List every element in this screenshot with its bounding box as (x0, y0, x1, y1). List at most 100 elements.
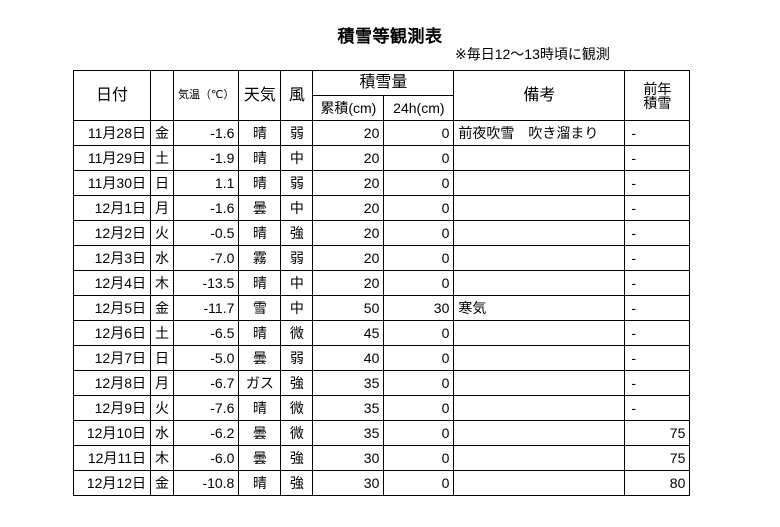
cell-date: 12月5日 (73, 295, 151, 321)
cell-snow-24h: 0 (383, 120, 455, 146)
cell-snow-24h: 30 (383, 295, 455, 321)
cell-temperature: -11.7 (172, 295, 240, 321)
cell-weather: 晴 (238, 395, 282, 421)
cell-snow-accumulated: 45 (312, 320, 385, 346)
cell-snow-accumulated: 20 (312, 245, 385, 271)
cell-day-of-week: 日 (150, 170, 174, 196)
cell-date: 12月2日 (73, 220, 151, 246)
cell-snow-24h: 0 (383, 420, 455, 446)
cell-previous-year-snow: - (624, 145, 691, 171)
table-row: 11月30日日 1.1 晴弱 20 0 - (73, 170, 691, 196)
table-row: 11月29日土 -1.9 晴中 20 0 - (73, 145, 691, 171)
cell-snow-24h: 0 (383, 220, 455, 246)
cell-temperature: -6.2 (172, 420, 240, 446)
cell-temperature: -6.7 (172, 370, 240, 396)
cell-temperature: -0.5 (172, 220, 240, 246)
cell-day-of-week: 土 (150, 320, 174, 346)
cell-previous-year-snow: 75 (624, 445, 691, 471)
table-header-row-1: 日付 気温（℃） 天気 風 積雪量 備考 前年 積雪 (73, 70, 691, 121)
header-day-of-week (150, 70, 174, 121)
cell-wind: 微 (280, 420, 314, 446)
cell-weather: 雪 (238, 295, 282, 321)
table-row: 12月5日金 -11.7 雪中 50 30 寒気 - (73, 295, 691, 321)
cell-snow-accumulated: 50 (312, 295, 385, 321)
cell-date: 12月4日 (73, 270, 151, 296)
cell-weather: 晴 (238, 145, 282, 171)
cell-remarks (453, 245, 626, 271)
table-row: 12月10日水 -6.2 曇微 35 0 75 (73, 420, 691, 446)
table-row: 12月2日火 -0.5 晴強 20 0 - (73, 220, 691, 246)
header-snow-amount-group: 積雪量 (312, 70, 455, 96)
cell-day-of-week: 水 (150, 420, 174, 446)
cell-wind: 強 (280, 445, 314, 471)
cell-snow-accumulated: 35 (312, 420, 385, 446)
cell-weather: 晴 (238, 320, 282, 346)
table-row: 12月6日土 -6.5 晴微 45 0 - (73, 320, 691, 346)
cell-snow-accumulated: 30 (312, 470, 385, 496)
cell-remarks (453, 445, 626, 471)
cell-snow-24h: 0 (383, 395, 455, 421)
cell-snow-accumulated: 20 (312, 220, 385, 246)
cell-remarks (453, 145, 626, 171)
cell-weather: 曇 (238, 195, 282, 221)
cell-weather: 曇 (238, 445, 282, 471)
cell-temperature: -6.0 (172, 445, 240, 471)
cell-wind: 中 (280, 270, 314, 296)
cell-wind: 中 (280, 195, 314, 221)
table-row: 12月9日火 -7.6 晴微 35 0 - (73, 395, 691, 421)
cell-wind: 中 (280, 295, 314, 321)
cell-snow-accumulated: 20 (312, 170, 385, 196)
cell-temperature: -1.9 (172, 145, 240, 171)
cell-temperature: -1.6 (172, 120, 240, 146)
cell-previous-year-snow: - (624, 270, 691, 296)
table-row: 12月4日木 -13.5 晴中 20 0 - (73, 270, 691, 296)
cell-temperature: -13.5 (172, 270, 240, 296)
cell-wind: 微 (280, 320, 314, 346)
cell-previous-year-snow: - (624, 245, 691, 271)
cell-wind: 強 (280, 470, 314, 496)
cell-remarks (453, 470, 626, 496)
cell-temperature: -5.0 (172, 345, 240, 371)
cell-snow-accumulated: 35 (312, 370, 385, 396)
cell-date: 12月7日 (73, 345, 151, 371)
cell-previous-year-snow: - (624, 320, 691, 346)
cell-remarks: 前夜吹雪 吹き溜まり (453, 120, 626, 146)
cell-remarks (453, 320, 626, 346)
cell-wind: 中 (280, 145, 314, 171)
cell-day-of-week: 水 (150, 245, 174, 271)
cell-date: 12月11日 (73, 445, 151, 471)
cell-day-of-week: 日 (150, 345, 174, 371)
cell-wind: 強 (280, 370, 314, 396)
cell-snow-24h: 0 (383, 445, 455, 471)
cell-date: 12月3日 (73, 245, 151, 271)
cell-wind: 弱 (280, 245, 314, 271)
cell-day-of-week: 金 (150, 470, 174, 496)
cell-snow-accumulated: 35 (312, 395, 385, 421)
cell-previous-year-snow: 80 (624, 470, 691, 496)
table-row: 12月12日金 -10.8 晴強 30 0 80 (73, 470, 691, 496)
cell-remarks (453, 220, 626, 246)
cell-snow-24h: 0 (383, 170, 455, 196)
cell-day-of-week: 木 (150, 445, 174, 471)
cell-snow-24h: 0 (383, 195, 455, 221)
cell-day-of-week: 月 (150, 195, 174, 221)
observation-note: ※毎日12〜13時頃に観測 (455, 46, 610, 62)
table-header: 日付 気温（℃） 天気 風 積雪量 備考 前年 積雪 累積(cm) 24h(cm… (73, 70, 691, 121)
cell-date: 12月9日 (73, 395, 151, 421)
header-previous-year-snow-line1: 前年 (643, 80, 672, 97)
cell-remarks (453, 345, 626, 371)
cell-snow-accumulated: 40 (312, 345, 385, 371)
cell-snow-accumulated: 20 (312, 195, 385, 221)
cell-remarks: 寒気 (453, 295, 626, 321)
table-row: 12月7日日 -5.0 曇弱 40 0 - (73, 345, 691, 371)
cell-snow-accumulated: 30 (312, 445, 385, 471)
cell-snow-24h: 0 (383, 470, 455, 496)
cell-day-of-week: 月 (150, 370, 174, 396)
cell-date: 12月8日 (73, 370, 151, 396)
header-weather: 天気 (238, 70, 282, 121)
header-temperature: 気温（℃） (172, 70, 240, 121)
cell-day-of-week: 金 (150, 295, 174, 321)
cell-date: 12月10日 (73, 420, 151, 446)
cell-snow-24h: 0 (383, 270, 455, 296)
cell-weather: 曇 (238, 345, 282, 371)
